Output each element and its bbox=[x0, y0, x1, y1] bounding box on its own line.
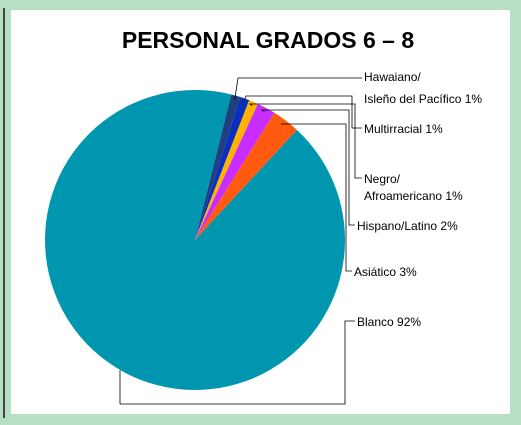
slice-label: Hawaiano/ bbox=[364, 70, 421, 84]
slice-label: Blanco 92% bbox=[357, 315, 421, 329]
pie-slice bbox=[44, 89, 345, 390]
leader-line bbox=[280, 123, 352, 272]
pie-slice bbox=[195, 103, 275, 241]
leader-line bbox=[248, 103, 362, 179]
slice-label: Multirracial 1% bbox=[364, 122, 443, 136]
pie-slice bbox=[195, 112, 297, 240]
edge-line bbox=[3, 8, 5, 418]
leader-line bbox=[234, 77, 362, 100]
pie-slice bbox=[195, 94, 241, 240]
pie-slice bbox=[195, 97, 250, 241]
leader-line bbox=[119, 320, 355, 405]
slice-label: Hispano/Latino 2% bbox=[357, 219, 458, 233]
slice-label: Afroamericano 1% bbox=[364, 189, 463, 203]
slice-label: Isleño del Pacífico 1% bbox=[364, 92, 482, 106]
leader-line bbox=[260, 109, 355, 226]
pie-slice bbox=[195, 100, 258, 240]
slice-label: Negro/ bbox=[364, 172, 401, 186]
chart-title: PERSONAL GRADOS 6 – 8 bbox=[122, 27, 414, 53]
slice-label: Asiático 3% bbox=[354, 265, 417, 279]
